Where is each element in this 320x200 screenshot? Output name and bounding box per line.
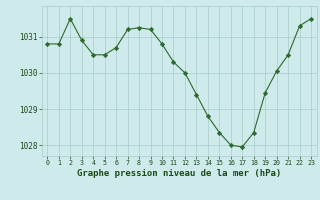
X-axis label: Graphe pression niveau de la mer (hPa): Graphe pression niveau de la mer (hPa): [77, 169, 281, 178]
